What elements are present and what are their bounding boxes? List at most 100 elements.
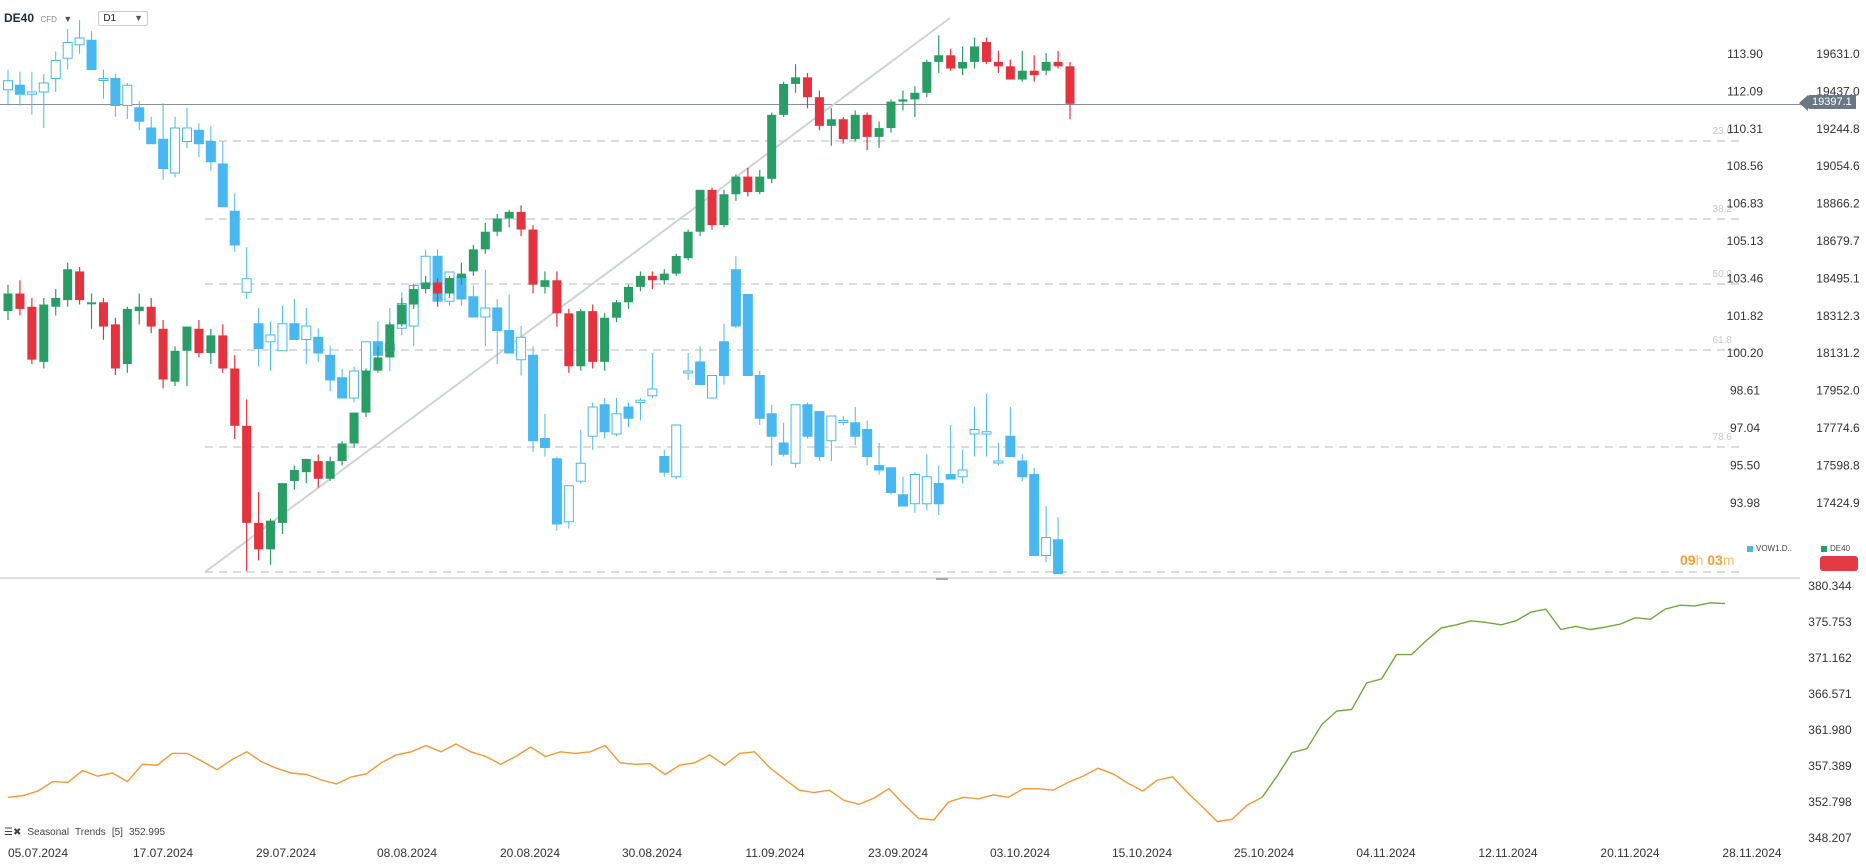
vow-axis-tick: 100.20 — [1727, 346, 1764, 360]
symbol-selector[interactable]: DE40 CFD ▼ — [4, 9, 72, 27]
de40-axis-tick: 18495.1 — [1816, 271, 1860, 285]
de40-candle — [433, 282, 443, 294]
legend-de40[interactable]: DE40 — [1821, 544, 1850, 553]
timeframe-dropdown[interactable]: D1 ▼ — [98, 10, 149, 26]
vow-candle — [193, 129, 204, 145]
vow-axis-tick: 103.46 — [1727, 271, 1764, 285]
vow-candle — [134, 107, 145, 122]
vow-candle — [850, 422, 861, 437]
vow-candle — [110, 78, 121, 106]
de40-candle — [910, 92, 920, 100]
vow-candle — [241, 278, 252, 293]
vow-candle — [790, 404, 801, 464]
de40-candle — [600, 317, 610, 362]
seasonal-past-line — [7, 743, 1263, 823]
de40-candle — [683, 231, 693, 259]
vow-candle — [766, 413, 777, 437]
de40-candle — [1005, 66, 1015, 80]
vow-candle — [874, 465, 885, 471]
pane-resize-handle[interactable] — [936, 578, 948, 580]
x-axis-tick: 15.10.2024 — [1112, 846, 1172, 860]
vow-candle — [695, 361, 706, 385]
chevron-down-icon[interactable]: ▼ — [63, 14, 73, 24]
vow-candle — [921, 476, 932, 505]
de40-candle — [409, 289, 419, 305]
vow-candle — [14, 84, 25, 95]
chart-toolbar: DE40 CFD ▼ D1 ▼ — [4, 8, 149, 28]
seasonal-axis-tick: 348.207 — [1808, 831, 1852, 845]
vow-candle — [26, 91, 37, 95]
de40-candle — [456, 273, 466, 279]
de40-candle — [838, 119, 848, 140]
de40-candle — [564, 313, 574, 367]
vow-candle — [253, 323, 264, 349]
x-axis-tick: 04.11.2024 — [1356, 846, 1415, 860]
indicator-settings-icon[interactable]: ☰✖ — [4, 827, 22, 838]
vow-candle — [301, 325, 312, 340]
de40-candle — [254, 522, 264, 550]
vow-axis-tick: 97.04 — [1730, 421, 1760, 435]
sell-price-badge[interactable] — [1820, 556, 1858, 571]
legend-vow[interactable]: VOW1.D.. — [1747, 544, 1792, 553]
vow-axis-tick: 110.31 — [1727, 122, 1763, 136]
de40-candle — [337, 443, 347, 462]
vow-candle — [1017, 460, 1028, 478]
de40-candle — [1017, 70, 1027, 80]
vow-candle — [337, 377, 348, 399]
de40-candle — [134, 306, 144, 312]
de40-candle — [480, 231, 490, 250]
countdown-minutes: 03 — [1707, 552, 1723, 568]
seasonal-axis-tick: 361.980 — [1808, 723, 1852, 737]
de40-candle — [1053, 61, 1063, 67]
vow-candle — [945, 474, 956, 480]
x-axis-tick: 17.07.2024 — [133, 846, 193, 860]
de40-axis-tick: 18312.3 — [1816, 309, 1860, 323]
fib-level-label: 38.2 — [1713, 204, 1733, 215]
vow-candle — [599, 404, 610, 433]
de40-candle — [87, 302, 97, 305]
de40-candle — [886, 101, 896, 129]
vow-candle — [802, 404, 813, 437]
de40-candle — [623, 286, 633, 303]
de40-candle — [27, 306, 37, 360]
de40-candle — [874, 128, 884, 137]
de40-candle — [110, 324, 120, 369]
seasonal-axis-tick: 357.389 — [1808, 759, 1852, 773]
seasonal-forecast-line — [1261, 602, 1726, 798]
vow-candle — [778, 442, 789, 455]
vow-candle — [969, 429, 980, 435]
de40-candle — [647, 275, 657, 281]
vow-candle — [1041, 537, 1052, 556]
de40-candle — [146, 306, 156, 327]
de40-candle — [1041, 61, 1051, 71]
vow-axis-tick: 95.50 — [1730, 458, 1760, 472]
vow-axis-tick: 113.90 — [1727, 47, 1763, 61]
de40-candle — [612, 302, 622, 318]
de40-candle — [826, 119, 836, 126]
symbol-type: CFD — [40, 15, 57, 24]
de40-candle — [15, 293, 25, 309]
de40-candle — [51, 297, 61, 307]
de40-candle — [588, 311, 598, 362]
candle-countdown: 09h 03m — [1680, 552, 1735, 568]
de40-axis-tick: 18131.2 — [1816, 346, 1860, 360]
x-axis-tick: 30.08.2024 — [622, 846, 682, 860]
de40-axis-tick: 17774.6 — [1816, 421, 1860, 435]
vow-candle — [754, 375, 765, 419]
de40-candle — [504, 211, 514, 219]
seasonal-axis-tick: 371.162 — [1808, 651, 1852, 665]
de40-candle — [194, 328, 204, 354]
seasonal-axis-tick: 352.798 — [1808, 795, 1852, 809]
vow-candle — [539, 438, 550, 448]
vow-candle — [730, 269, 741, 327]
x-axis-tick: 08.08.2024 — [377, 846, 437, 860]
vow-candle — [181, 127, 192, 142]
vow-candle — [504, 330, 515, 354]
de40-axis-tick: 17598.8 — [1816, 458, 1860, 472]
de40-candle — [122, 308, 132, 365]
de40-candle — [779, 83, 789, 115]
vow-candle — [886, 467, 897, 493]
de40-candle — [468, 249, 478, 272]
fib-level-label: 61.8 — [1713, 335, 1733, 346]
